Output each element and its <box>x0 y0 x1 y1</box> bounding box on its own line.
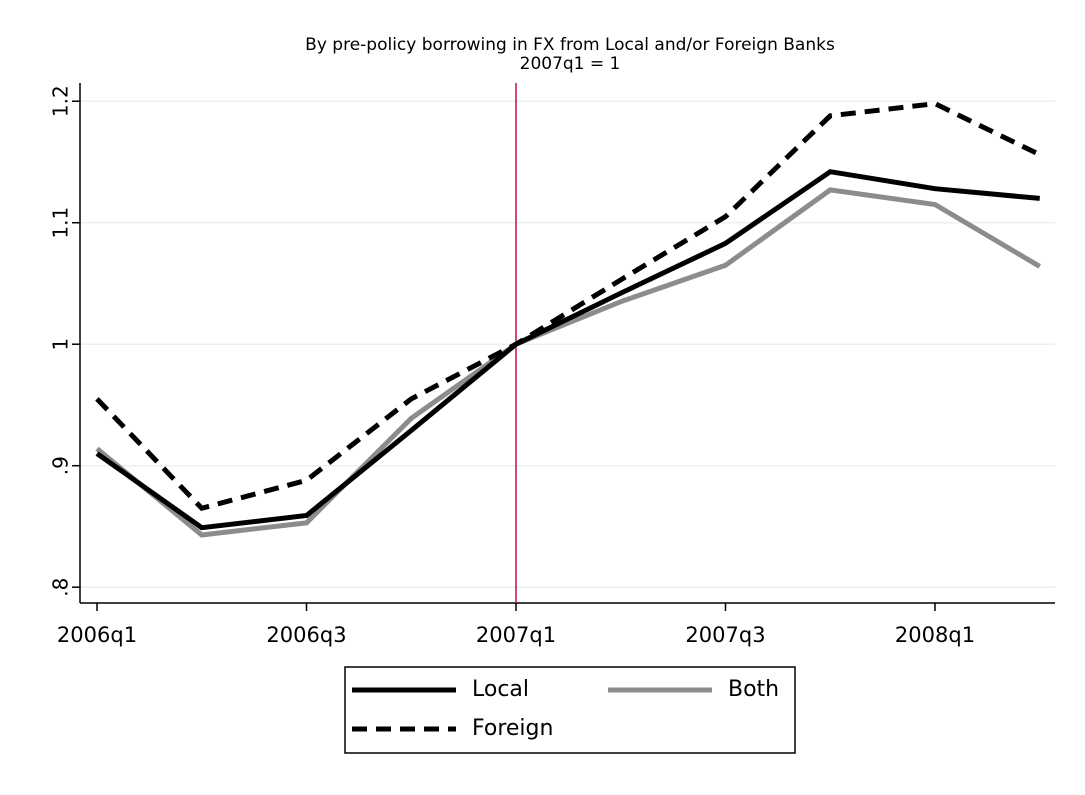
legend-label: Local <box>472 677 529 702</box>
series-line <box>95 187 1042 538</box>
series-line <box>95 169 1040 531</box>
x-tick-label: 2007q1 <box>476 623 556 647</box>
x-tick-label: 2006q3 <box>266 623 346 647</box>
y-tick-label: 1.1 <box>49 207 73 239</box>
x-tick-label: 2007q3 <box>685 623 765 647</box>
legend-label: Foreign <box>472 716 553 741</box>
legend-box <box>344 666 796 754</box>
x-tick-label: 2006q1 <box>57 623 137 647</box>
y-tick-label: 1 <box>49 338 73 351</box>
legend-label: Both <box>728 677 779 702</box>
series-line <box>95 101 1041 512</box>
y-tick-label: .8 <box>49 578 73 597</box>
chart-subtitle: 2007q1 = 1 <box>520 54 621 74</box>
chart-title: By pre-policy borrowing in FX from Local… <box>305 35 835 55</box>
x-tick-label: 2008q1 <box>895 623 975 647</box>
y-tick-label: .9 <box>49 456 73 475</box>
y-tick-label: 1.2 <box>49 85 73 117</box>
